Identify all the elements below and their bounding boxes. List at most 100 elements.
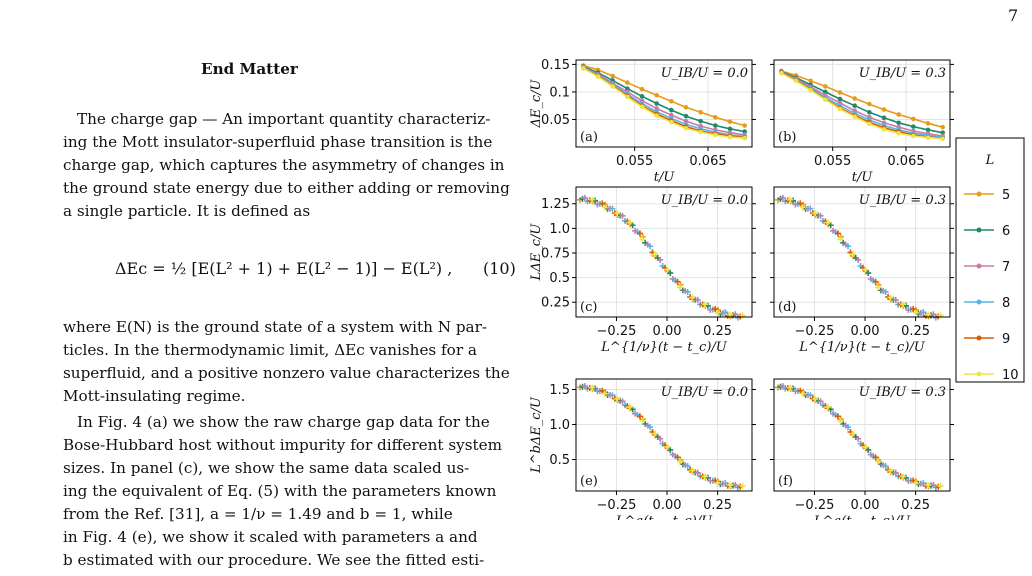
- data-point: [797, 387, 804, 394]
- data-point: [862, 266, 869, 273]
- data-point: [722, 309, 729, 316]
- panel-annotation: U_IB/U = 0.0: [661, 385, 748, 400]
- data-point: [867, 110, 872, 115]
- legend-marker: [976, 227, 982, 233]
- y-axis-label: LΔE_c/U: [529, 223, 544, 282]
- data-point: [713, 132, 718, 138]
- x-tick-label: −0.25: [795, 498, 835, 513]
- data-point: [683, 113, 689, 119]
- data-point: [589, 196, 596, 203]
- panel-e: −0.25 0.00 0.25 0.5 1.0 1.5 (e) U_IB/U = 0.0 L^a…: [529, 378, 756, 529]
- data-point: [882, 463, 889, 470]
- axes-frame: [773, 186, 951, 318]
- data-point: [867, 121, 872, 127]
- data-point: [647, 424, 654, 431]
- data-point: [827, 222, 834, 229]
- series-line-L6: [582, 65, 745, 133]
- data-point: [849, 251, 856, 258]
- paragraph-line: from the Ref. [31], a = 1/ν = 1.49 and b…: [63, 505, 453, 523]
- x-axis-label: L^{1/ν}(t − t_c)/U: [798, 340, 926, 355]
- y-axis-label: ΔE_c/U: [529, 78, 544, 128]
- axes-frame: [575, 378, 753, 492]
- legend-box: [955, 137, 1025, 383]
- legend-marker: [976, 263, 982, 269]
- paragraph-line: ticles. In the thermodynamic limit, ΔEc …: [63, 341, 477, 359]
- paragraph-line: in Fig. 4 (e), we show it scaled with pa…: [63, 528, 478, 546]
- data-point: [896, 130, 901, 136]
- series-line-L10: [780, 72, 943, 140]
- data-point: [808, 78, 813, 84]
- data-point: [862, 443, 869, 450]
- data-point: [823, 89, 828, 95]
- data-point: [920, 309, 927, 316]
- data-point: [865, 270, 872, 277]
- data-point: [937, 482, 944, 489]
- y-tick-label: 0.05: [541, 113, 570, 128]
- data-point: [845, 424, 852, 431]
- data-point: [599, 200, 606, 207]
- data-point: [823, 97, 828, 102]
- series-line-L8: [780, 71, 943, 138]
- data-point: [683, 105, 689, 110]
- data-point: [799, 390, 806, 397]
- data-point: [589, 384, 596, 391]
- data-point: [625, 94, 630, 100]
- series-line-L5: [583, 64, 745, 127]
- data-point: [647, 243, 654, 250]
- panel-annotation: U_IB/U = 0.3: [859, 66, 946, 81]
- data-point: [807, 205, 814, 212]
- data-point: [900, 301, 907, 308]
- data-point: [610, 84, 615, 89]
- data-point: [702, 301, 709, 308]
- x-axis-label: t/U: [654, 170, 676, 185]
- panel-label: (d): [778, 300, 796, 315]
- data-point: [742, 135, 747, 141]
- data-point: [669, 107, 674, 113]
- data-point: [614, 210, 621, 217]
- data-point: [654, 106, 659, 111]
- x-tick-label: −0.25: [597, 498, 637, 513]
- x-tick-label: −0.25: [795, 324, 835, 339]
- legend-marker: [976, 335, 982, 341]
- data-point: [689, 467, 696, 474]
- y-axis-label: L^bΔE_c/U: [529, 396, 544, 474]
- data-point: [881, 115, 887, 121]
- data-point: [892, 296, 899, 303]
- data-point: [674, 278, 681, 285]
- data-point: [712, 305, 719, 312]
- data-point: [601, 390, 608, 397]
- data-point: [702, 473, 709, 480]
- panel-annotation: U_IB/U = 0.0: [661, 66, 748, 81]
- panel-label: (c): [580, 300, 597, 315]
- paragraph-line: superfluid, and a positive nonzero value…: [63, 364, 510, 382]
- text-column: End Matter The charge gap — An important…: [63, 0, 525, 576]
- data-point: [714, 309, 721, 316]
- paragraph-line: In Fig. 4 (a) we show the raw charge gap…: [77, 413, 490, 431]
- data-point: [689, 294, 696, 301]
- series-line-L10: [582, 67, 745, 139]
- paragraph-line: sizes. In panel (c), we show the same da…: [63, 459, 470, 477]
- paragraph-line: where E(N) is the ground state of a syst…: [63, 318, 488, 336]
- x-tick-label: 0.065: [887, 154, 924, 169]
- data-point: [911, 116, 916, 122]
- x-tick-label: 0.00: [851, 498, 880, 513]
- data-point: [837, 106, 843, 112]
- panel-label: (b): [778, 130, 796, 145]
- x-axis-label: L^a(t − t_c)/U: [615, 514, 713, 520]
- data-point: [881, 127, 887, 132]
- data-point: [592, 197, 599, 204]
- x-axis-label: L^a(t − t_c)/U: [813, 514, 911, 520]
- data-point: [727, 134, 733, 140]
- data-point: [629, 222, 636, 229]
- data-point: [619, 398, 626, 405]
- x-tick-label: 0.00: [653, 498, 682, 513]
- equation: ΔEc = ½ [E(L² + 1) + E(L² − 1)] − E(L²) …: [115, 259, 453, 278]
- data-point: [727, 126, 733, 132]
- figure-svg: 0.055 0.065 0.05 0.1 0.15 (a) U_IB/U = 0.0 t/U Δ…: [529, 58, 1025, 529]
- data-point: [793, 78, 799, 84]
- data-point: [636, 230, 643, 237]
- data-point: [727, 119, 733, 124]
- data-point: [940, 130, 945, 135]
- data-point: [812, 210, 819, 217]
- data-point: [742, 129, 747, 134]
